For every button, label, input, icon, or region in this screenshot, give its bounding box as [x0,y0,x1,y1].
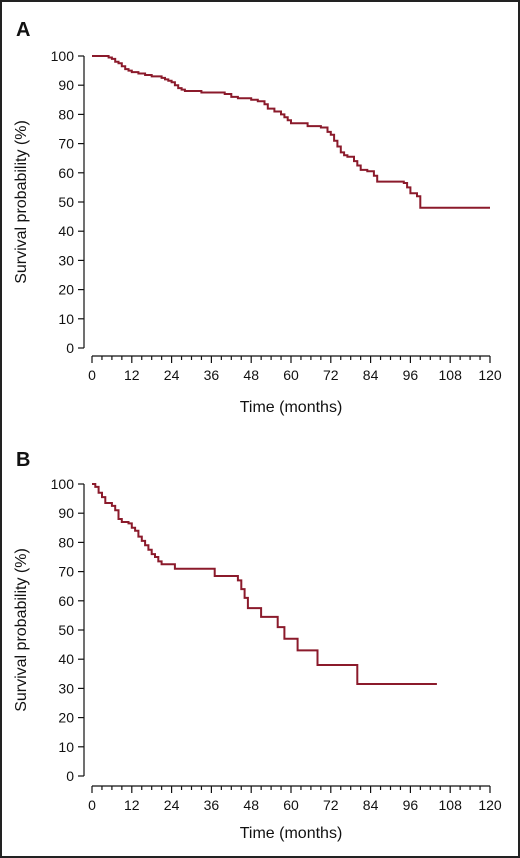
y-tick-label: 30 [58,680,74,696]
x-tick-label: 96 [403,797,419,813]
x-tick-label: 0 [88,367,96,383]
panel-label: A [16,19,30,41]
survival-curve-line [92,483,437,685]
x-tick-label: 84 [363,367,379,383]
y-tick-label: 80 [58,106,74,122]
y-tick-label: 100 [51,476,75,492]
x-tick-label: 72 [323,367,339,383]
x-tick-label: 48 [243,797,259,813]
y-tick-label: 90 [58,77,74,93]
chart-panel-a: A 0 10 20 30 40 50 60 70 80 90 100 0 12 24 36 48 60 72 84 96… [13,19,502,416]
x-axis-title: Time (months) [240,399,343,416]
y-tick-label: 60 [58,165,74,181]
chart-panel-b: B 0 10 20 30 40 50 60 70 80 90 100 0 12 24 36 48 60 72 84 96… [13,449,502,842]
x-tick-label: 0 [88,797,96,813]
x-tick-label: 60 [283,367,299,383]
x-tick-label: 12 [124,367,140,383]
y-tick-label: 0 [66,768,74,784]
x-tick-label: 24 [164,797,180,813]
y-tick-label: 30 [58,252,74,268]
y-tick-label: 40 [58,223,74,239]
y-tick-label: 10 [58,739,74,755]
x-tick-label: 96 [403,367,419,383]
y-tick-label: 20 [58,710,74,726]
x-tick-label: 24 [164,367,180,383]
y-tick-label: 90 [58,505,74,521]
x-tick-label: 48 [243,367,259,383]
x-axis-title: Time (months) [240,825,343,842]
y-tick-label: 0 [66,340,74,356]
x-tick-label: 120 [478,367,502,383]
y-tick-label: 10 [58,311,74,327]
x-tick-label: 120 [478,797,502,813]
y-tick-label: 50 [58,622,74,638]
x-tick-label: 12 [124,797,140,813]
y-tick-label: 20 [58,282,74,298]
y-axis-title: Survival probability (%) [13,548,30,712]
x-tick-label: 84 [363,797,379,813]
x-tick-label: 36 [204,797,220,813]
y-tick-label: 70 [58,136,74,152]
x-tick-label: 108 [439,797,463,813]
x-tick-label: 60 [283,797,299,813]
y-tick-label: 50 [58,194,74,210]
y-tick-label: 60 [58,593,74,609]
y-tick-label: 100 [51,48,75,64]
y-tick-label: 40 [58,651,74,667]
y-tick-label: 80 [58,534,74,550]
y-axis-title: Survival probability (%) [13,120,30,284]
x-tick-label: 36 [204,367,220,383]
y-tick-label: 70 [58,564,74,580]
panel-label: B [16,449,30,471]
x-tick-label: 108 [439,367,463,383]
survival-curve-line [92,55,490,209]
x-tick-label: 72 [323,797,339,813]
